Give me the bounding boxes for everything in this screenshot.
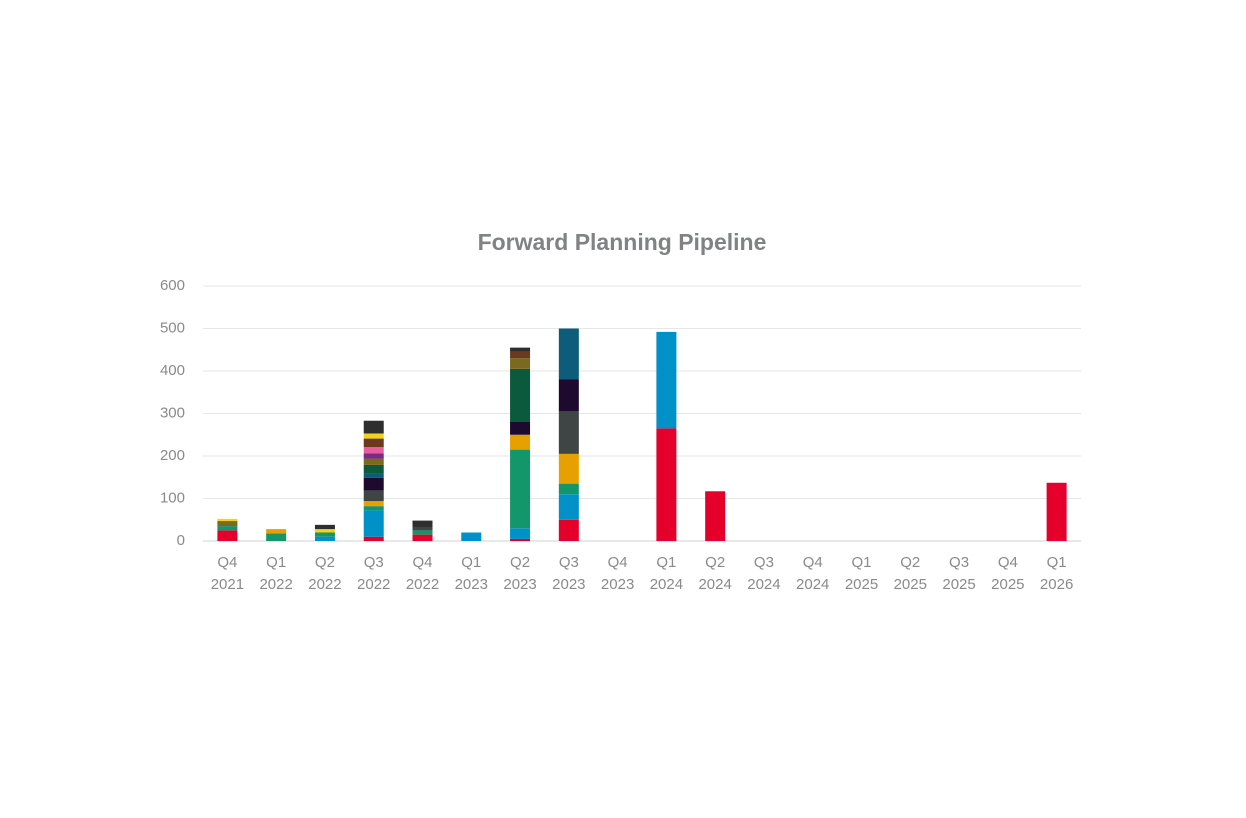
bar-segment: [510, 351, 531, 359]
y-tick-label: 600: [160, 277, 185, 294]
x-tick-label: Q1: [851, 554, 871, 571]
x-tick-label: Q1: [266, 554, 286, 571]
bar-segment: [363, 447, 384, 454]
bar-segment: [363, 510, 384, 537]
bar-segment: [558, 483, 579, 495]
x-tick-label: 2022: [259, 576, 292, 593]
bar-segment: [314, 536, 335, 541]
bar-segment: [412, 520, 433, 527]
bar-segment: [510, 528, 531, 539]
bar-segment: [510, 538, 531, 541]
bar-segment: [510, 422, 531, 435]
x-tick-label: Q1: [656, 554, 676, 571]
x-tick-label: Q2: [900, 554, 920, 571]
bar-segment: [217, 525, 238, 527]
x-tick-label: 2024: [698, 576, 731, 593]
x-tick-label: 2025: [991, 576, 1024, 593]
bar-segment: [314, 532, 335, 537]
x-tick-label: Q4: [412, 554, 432, 571]
bar-segment: [217, 521, 238, 526]
bar-segment: [510, 347, 531, 352]
x-tick-label: Q2: [315, 554, 335, 571]
bar-segment: [266, 529, 287, 534]
x-tick-label: Q4: [803, 554, 823, 571]
x-tick-label: 2023: [455, 576, 488, 593]
bar-segment: [363, 477, 384, 491]
bar-segment: [217, 530, 238, 541]
bar-segment: [363, 473, 384, 478]
x-tick-label: 2024: [747, 576, 780, 593]
x-tick-label: 2022: [357, 576, 390, 593]
y-tick-label: 500: [160, 319, 185, 336]
bar-segment: [558, 411, 579, 454]
x-tick-label: 2021: [211, 576, 244, 593]
bar-segment: [558, 519, 579, 541]
y-tick-label: 300: [160, 404, 185, 421]
bar-segment: [412, 526, 433, 531]
bar-segment: [314, 524, 335, 530]
chart-title: Forward Planning Pipeline: [478, 229, 767, 255]
bar-segment: [363, 453, 384, 459]
bar-segment: [363, 438, 384, 448]
bar-segment: [363, 506, 384, 511]
bar-segment: [217, 518, 238, 522]
bar-segment: [705, 491, 726, 541]
bar-segment: [510, 368, 531, 422]
bar-segment: [412, 530, 433, 535]
bar-segment: [510, 434, 531, 450]
bar-segment: [314, 529, 335, 533]
x-tick-label: Q4: [608, 554, 628, 571]
y-tick-label: 100: [160, 489, 185, 506]
x-tick-label: Q4: [998, 554, 1018, 571]
bar-segment: [558, 453, 579, 484]
x-tick-label: Q3: [559, 554, 579, 571]
bar-segment: [363, 490, 384, 502]
x-tick-label: 2022: [406, 576, 439, 593]
x-tick-label: 2024: [796, 576, 829, 593]
bar-segment: [363, 501, 384, 507]
bar-segment: [217, 526, 238, 531]
x-tick-label: Q4: [217, 554, 237, 571]
bar-segment: [558, 494, 579, 520]
bar-segment: [656, 428, 677, 541]
x-tick-label: 2025: [845, 576, 878, 593]
x-tick-label: 2023: [503, 576, 536, 593]
bar-segment: [558, 379, 579, 412]
x-tick-label: 2024: [650, 576, 683, 593]
bar-segment: [510, 449, 531, 529]
y-tick-label: 400: [160, 362, 185, 379]
x-tick-label: Q1: [461, 554, 481, 571]
x-tick-label: Q3: [754, 554, 774, 571]
x-tick-label: Q2: [705, 554, 725, 571]
y-tick-label: 0: [177, 532, 185, 549]
bar-segment: [558, 328, 579, 380]
bar-segment: [656, 331, 677, 429]
x-tick-label: 2026: [1040, 576, 1073, 593]
x-tick-label: Q2: [510, 554, 530, 571]
bar-segment: [363, 433, 384, 439]
x-tick-label: 2025: [894, 576, 927, 593]
x-tick-label: Q1: [1047, 554, 1067, 571]
x-tick-label: 2023: [552, 576, 585, 593]
y-tick-label: 200: [160, 447, 185, 464]
bar-segment: [363, 464, 384, 474]
bar-segment: [363, 458, 384, 465]
bar-segment: [461, 532, 482, 541]
x-tick-label: 2023: [601, 576, 634, 593]
bar-segment: [1046, 482, 1067, 541]
x-tick-label: Q3: [949, 554, 969, 571]
bar-segment: [510, 358, 531, 369]
bar-segment: [412, 534, 433, 541]
bar-segment: [266, 533, 287, 541]
bar-segment: [363, 536, 384, 541]
x-tick-label: 2025: [942, 576, 975, 593]
x-tick-label: Q3: [364, 554, 384, 571]
x-tick-label: 2022: [308, 576, 341, 593]
bar-segment: [363, 420, 384, 434]
